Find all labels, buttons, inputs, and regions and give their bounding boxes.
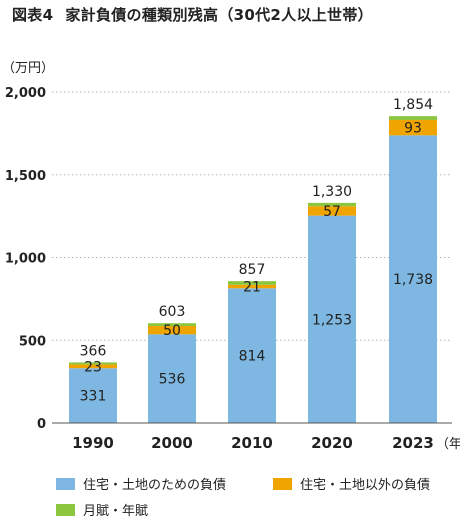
y-tick-label: 2,000: [5, 86, 46, 101]
legend-swatch-installment: [56, 503, 75, 516]
y-axis-ticks: 0 500 1,000 1,500 2,000: [5, 86, 46, 432]
bar-segment: [389, 135, 437, 423]
bar-segment: [228, 288, 276, 423]
bar-segment: [308, 206, 356, 216]
y-tick-label: 1,500: [5, 169, 46, 184]
legend-item-non-housing: 住宅・土地以外の負債: [273, 474, 430, 493]
figure-label: 図表4: [12, 6, 54, 24]
chart-title-text: 家計負債の種類別残高（30代2人以上世帯）: [65, 6, 373, 24]
bar-segment: [148, 334, 196, 423]
total-value-label: 366: [80, 343, 107, 359]
total-value-label: 1,854: [393, 97, 433, 113]
legend-item-housing: 住宅・土地のための負債: [56, 474, 226, 493]
y-tick-label: 0: [37, 417, 46, 432]
chart-title: 図表4 家計負債の種類別残高（30代2人以上世帯）: [12, 4, 373, 25]
segment-value-label: 1,738: [393, 272, 433, 288]
legend-swatch-housing: [56, 477, 75, 490]
bar-segment: [148, 323, 196, 327]
segment-value-label: 1,253: [312, 312, 352, 328]
legend-label-installment: 月賦・年賦: [83, 504, 149, 519]
legend-label-non-housing: 住宅・土地以外の負債: [300, 478, 431, 493]
bars: [69, 116, 437, 423]
x-tick-label: 2023: [392, 434, 434, 450]
x-tick-label: 2000: [151, 434, 193, 450]
bar-segment: [148, 326, 196, 335]
x-tick-label: 2010: [231, 434, 273, 450]
segment-value-label: 814: [239, 349, 266, 365]
y-axis-unit-label: （万円）: [2, 61, 54, 76]
segment-value-label: 23: [84, 359, 102, 375]
x-axis-ticks: 1990 2000 2010 2020 2023（年）: [72, 434, 460, 450]
segment-value-label: 50: [163, 323, 181, 339]
segment-value-label: 21: [243, 280, 261, 296]
x-axis-unit-label: （年）: [436, 437, 460, 450]
segment-value-label: 57: [323, 204, 341, 220]
bar-segment: [389, 119, 437, 136]
legend-label-housing: 住宅・土地のための負債: [83, 478, 227, 493]
bar-segment: [389, 116, 437, 120]
bar-segment: [228, 284, 276, 289]
total-value-label: 1,330: [312, 184, 352, 200]
bar-segment: [308, 202, 356, 207]
segment-value-label: 536: [159, 372, 186, 388]
segment-value-label: 331: [80, 389, 107, 405]
total-value-label: 603: [159, 304, 186, 320]
bar-segment: [69, 364, 117, 369]
x-tick-label: 1990: [72, 434, 114, 450]
y-tick-label: 500: [19, 334, 46, 349]
x-tick-label: 2020: [311, 434, 353, 450]
legend-swatch-non-housing: [273, 477, 292, 490]
legend-item-installment: 月賦・年賦: [56, 500, 148, 519]
y-tick-label: 1,000: [5, 252, 46, 267]
total-value-label: 857: [239, 262, 266, 278]
bar-segment: [308, 215, 356, 423]
segment-value-label: 93: [404, 121, 422, 137]
bar-segment: [69, 362, 117, 365]
bar-segment: [228, 281, 276, 285]
bar-segment: [69, 368, 117, 423]
